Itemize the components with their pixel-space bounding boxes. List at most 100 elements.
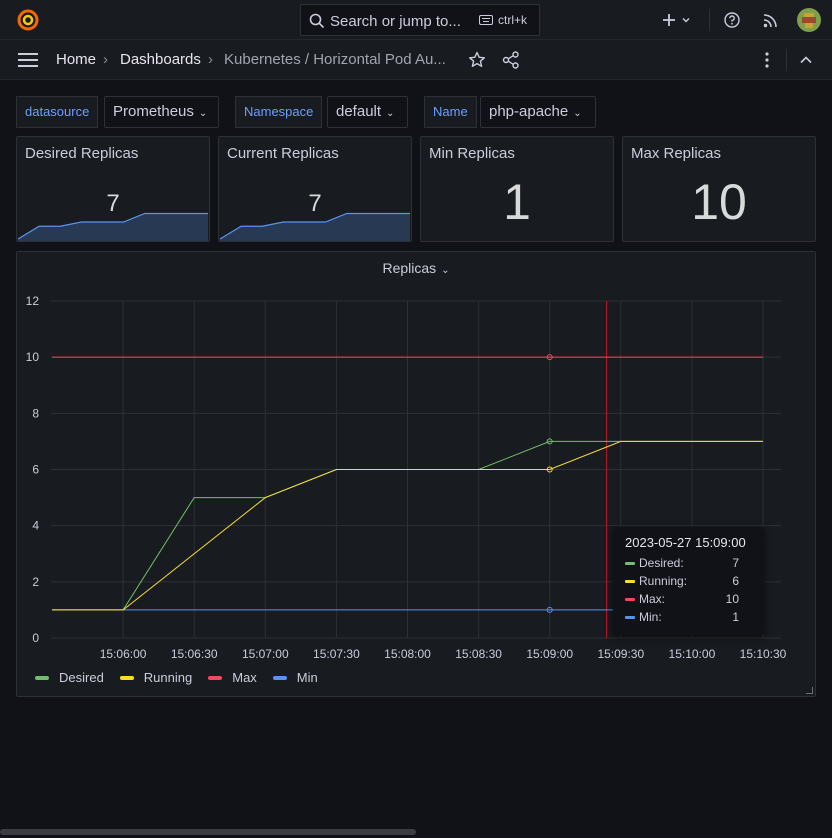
legend-swatch [119,675,134,680]
keyboard-icon [479,15,493,25]
tooltip-swatch [625,561,635,565]
divider [786,49,787,71]
breadcrumb-home[interactable]: Home [56,51,97,68]
stat-value: 7 [308,190,322,217]
x-tick-label: 15:06:00 [100,647,147,661]
datasource-value: Prometheus [113,103,194,120]
tooltip-row: Max: 10 [625,592,739,606]
tooltip-row: Running: 6 [625,574,739,588]
sparkline-line [219,212,410,240]
chart-title: Replicas [382,260,437,276]
hover-point [546,354,553,361]
stat-panel-desired-replicas[interactable]: Desired Replicas 7 [16,136,210,242]
user-avatar[interactable] [797,0,821,40]
grafana-logo-icon[interactable] [16,8,40,32]
x-tick-label: 15:09:00 [526,647,573,661]
chart-tooltip: 2023-05-27 15:09:00 Desired: 7 Running: 6 … [613,527,764,635]
legend-swatch [272,675,287,680]
x-tick-label: 15:07:00 [242,647,289,661]
search-bar[interactable]: Search or jump to... ctrl+k [300,4,540,36]
x-tick-label: 15:08:30 [455,647,502,661]
avatar-icon [797,8,821,32]
help-icon [724,12,740,28]
chart-legend: Desired Running Max Min [35,670,318,685]
search-shortcut: ctrl+k [479,13,527,27]
x-tick-label: 15:08:00 [384,647,431,661]
namespace-select[interactable]: default ⌄ [327,96,408,128]
tooltip-time: 2023-05-27 15:09:00 [625,535,746,550]
sparkline-line [17,212,208,240]
series-line-running [52,440,763,611]
plus-icon [663,14,675,26]
stat-value: 7 [106,190,120,217]
namespace-value: default [336,103,382,120]
tooltip-swatch [625,579,635,583]
name-select[interactable]: php-apache ⌄ [480,96,596,128]
star-icon[interactable] [468,51,486,69]
chevron-down-icon: ⌄ [441,265,450,276]
legend-label: Min [296,670,318,685]
help-button[interactable] [724,0,740,40]
replicas-chart-panel[interactable]: Replicas ⌄ 0 2 4 6 8 10 12 15:06:00 15:06:30 15:07… [16,251,816,697]
sparkline [17,212,208,241]
tooltip-row: Min: 1 [625,610,739,624]
sparkline-area [18,213,208,241]
tooltip-swatch [625,597,635,601]
add-menu-button[interactable] [662,0,691,40]
legend-label: Desired [59,670,104,685]
x-tick-label: 15:06:30 [171,647,218,661]
chevron-down-icon: ⌄ [386,108,395,119]
search-shortcut-label: ctrl+k [498,13,528,27]
horizontal-scrollbar[interactable] [0,829,416,835]
search-icon [309,13,325,29]
breadcrumb-dashboards[interactable]: Dashboards [120,51,201,68]
panel-title: Current Replicas [227,145,339,162]
divider [709,9,710,31]
legend-label: Max [232,670,257,685]
x-tick-label: 15:10:00 [669,647,716,661]
legend-label: Running [143,670,193,685]
variable-label-name: Name [424,96,477,128]
share-icon[interactable] [502,51,520,69]
legend-swatch [208,675,223,680]
chevron-down-icon: ⌄ [573,108,582,119]
tooltip-series-value: 1 [732,610,739,624]
datasource-select[interactable]: Prometheus ⌄ [104,96,219,128]
news-button[interactable] [763,0,778,40]
hover-point [546,606,553,613]
sparkline-area [220,213,410,241]
tooltip-series-name: Desired: [639,556,684,570]
variable-label-namespace: Namespace [235,96,323,128]
breadcrumb-bar: Home › Dashboards › Kubernetes / Horizon… [0,40,832,80]
tooltip-series-value: 7 [732,556,739,570]
stat-value: 1 [503,174,531,230]
legend-item-max[interactable]: Max [208,670,257,685]
breadcrumb-separator: › [103,51,108,68]
y-tick-label: 4 [32,519,39,533]
panel-title-menu[interactable]: Replicas ⌄ [17,260,815,276]
chevron-up-icon[interactable] [800,55,812,65]
legend-item-min[interactable]: Min [272,670,318,685]
stat-panel-min-replicas[interactable]: Min Replicas 1 [420,136,614,242]
more-options-icon[interactable] [764,52,770,68]
tooltip-series-value: 10 [725,592,739,606]
legend-item-desired[interactable]: Desired [35,670,104,685]
stat-panel-max-replicas[interactable]: Max Replicas 10 [622,136,816,242]
y-tick-label: 2 [32,575,39,589]
name-value: php-apache [489,103,569,120]
legend-item-running[interactable]: Running [119,670,193,685]
tooltip-series-name: Max: [639,592,666,606]
panel-title: Min Replicas [429,145,515,162]
sparkline [219,212,410,241]
panel-title: Desired Replicas [25,145,139,162]
stat-panel-current-replicas[interactable]: Current Replicas 7 [218,136,412,242]
tooltip-swatch [625,615,635,619]
tooltip-series-value: 6 [732,574,739,588]
y-tick-label: 10 [26,350,40,364]
panel-resize-handle[interactable] [806,687,813,694]
tooltip-series-name: Min: [639,610,662,624]
breadcrumb-separator: › [208,51,213,68]
replicas-chart[interactable]: 0 2 4 6 8 10 12 15:06:00 15:06:30 15:07:00 15:07:3… [17,252,815,662]
menu-icon[interactable] [18,53,38,67]
x-tick-label: 15:09:30 [597,647,644,661]
